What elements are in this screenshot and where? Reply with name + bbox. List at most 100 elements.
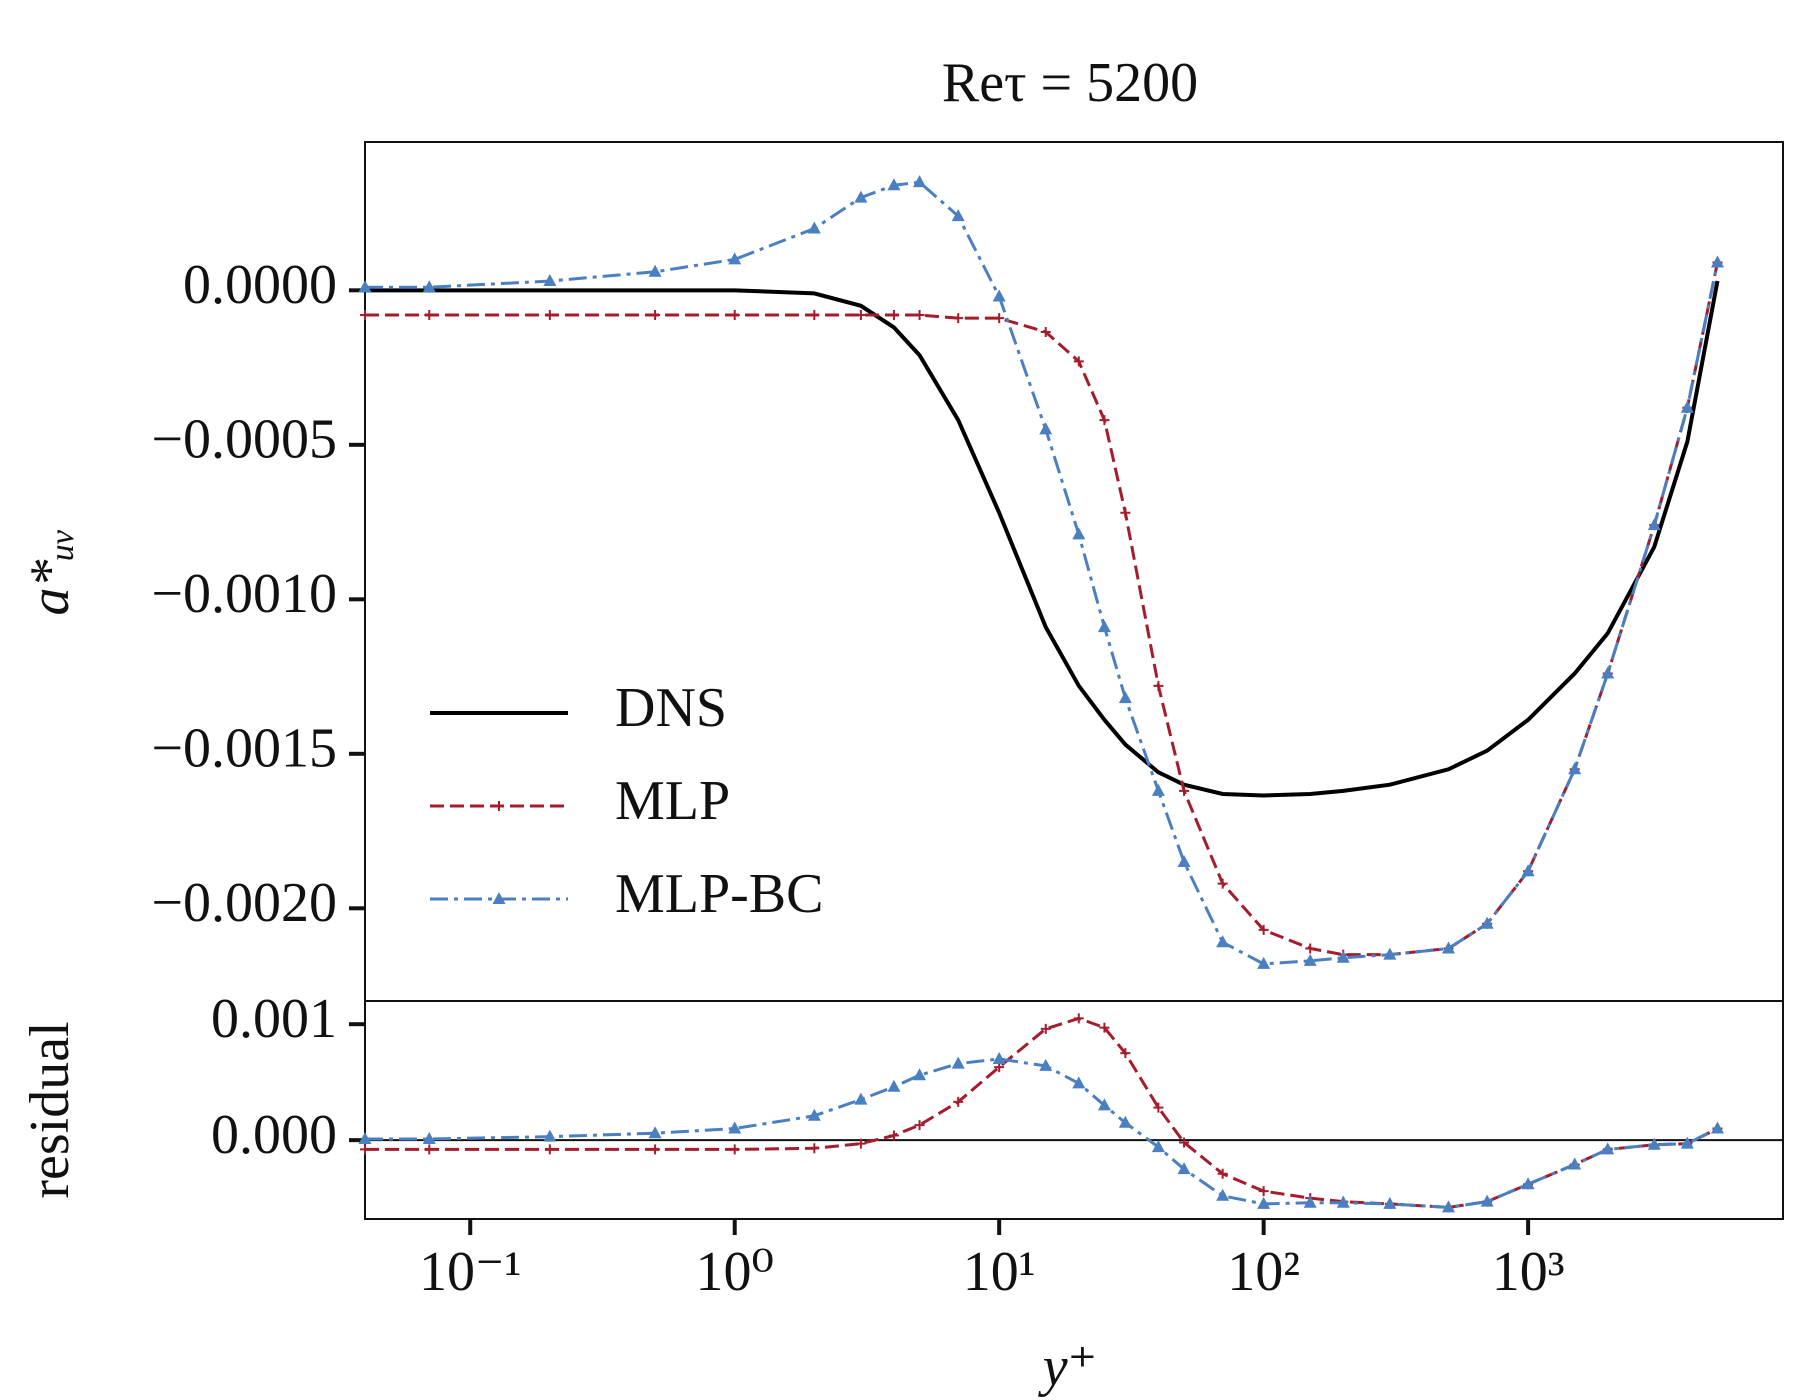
marker (809, 310, 820, 321)
marker (1099, 415, 1110, 426)
marker (1153, 680, 1164, 691)
y-tick-label: −0.0020 (151, 872, 337, 934)
marker (422, 1131, 436, 1144)
marker (1568, 1157, 1582, 1170)
marker (1072, 1076, 1086, 1089)
marker (1258, 924, 1269, 935)
marker (1040, 1023, 1051, 1034)
marker (992, 1051, 1006, 1064)
marker (1303, 953, 1317, 966)
marker (492, 892, 506, 904)
marker (1258, 1186, 1269, 1197)
y-tick-label: 0.0000 (183, 254, 337, 316)
marker (1216, 935, 1230, 948)
marker (1601, 1142, 1615, 1155)
legend-label: MLP (615, 770, 730, 832)
marker (914, 1120, 925, 1131)
marker (1153, 1102, 1164, 1113)
legend-label: DNS (615, 677, 727, 739)
marker (855, 310, 866, 321)
marker (358, 1131, 372, 1144)
marker (888, 310, 899, 321)
series-line (365, 280, 1720, 798)
marker (888, 1130, 899, 1141)
marker (1521, 864, 1535, 877)
marker (1710, 1121, 1724, 1134)
y-axis-label: a*ᵤᵥ (19, 527, 81, 615)
marker (1680, 1136, 1694, 1149)
marker (1039, 1058, 1053, 1071)
marker (543, 274, 557, 287)
x-tick-label: 10³ (1492, 1241, 1565, 1303)
marker (1710, 255, 1724, 268)
marker (913, 1068, 927, 1081)
marker (424, 1144, 435, 1155)
marker (807, 221, 821, 234)
marker (424, 310, 435, 321)
marker (1151, 783, 1165, 796)
marker (887, 1079, 901, 1092)
marker (1097, 1098, 1111, 1111)
marker (992, 289, 1006, 302)
marker (953, 313, 964, 324)
marker (422, 280, 436, 293)
series-line (365, 1057, 1719, 1209)
x-axis-label: y⁺ (1038, 1336, 1097, 1398)
marker (1336, 1195, 1350, 1208)
marker (1120, 1048, 1131, 1059)
plot-frame (364, 1000, 1784, 1220)
marker (1177, 1162, 1191, 1175)
marker (1073, 356, 1084, 367)
marker (360, 1144, 370, 1155)
marker (1441, 941, 1455, 954)
marker (807, 1108, 821, 1121)
marker (1383, 1196, 1397, 1209)
marker (1647, 518, 1661, 531)
marker (1118, 691, 1132, 704)
y-axis-label: residual (19, 1021, 81, 1198)
marker (1097, 620, 1111, 633)
marker (1647, 1137, 1661, 1150)
plot-frame (364, 141, 1784, 1002)
x-tick-label: 10⁰ (695, 1241, 773, 1303)
series-line (365, 180, 1719, 966)
marker (913, 175, 927, 188)
legend-label: MLP-BC (615, 863, 824, 925)
marker (544, 310, 555, 321)
marker (1217, 1168, 1228, 1179)
marker (1480, 916, 1494, 929)
marker (648, 1126, 662, 1139)
marker (1040, 327, 1051, 338)
y-tick-label: −0.0015 (151, 718, 337, 780)
marker (1441, 1200, 1455, 1213)
series-line (365, 262, 1719, 957)
marker (1480, 1194, 1494, 1207)
marker (1601, 666, 1615, 679)
marker (1216, 1188, 1230, 1201)
y-tick-label: −0.0005 (151, 409, 337, 471)
marker (1179, 785, 1190, 796)
y-tick-label: 0.001 (211, 988, 337, 1050)
x-tick-label: 10⁻¹ (419, 1241, 521, 1303)
marker (648, 264, 662, 277)
y-tick-label: 0.000 (211, 1104, 337, 1166)
marker (650, 1144, 661, 1155)
marker (951, 209, 965, 222)
x-tick-label: 10² (1227, 1241, 1300, 1303)
marker (854, 190, 868, 203)
marker (1151, 1140, 1165, 1153)
y-tick-label: −0.0010 (151, 563, 337, 625)
marker (1217, 878, 1228, 889)
marker (809, 1143, 820, 1154)
marker (544, 1144, 555, 1155)
marker (994, 313, 1005, 324)
marker (854, 1092, 868, 1105)
marker (1568, 762, 1582, 775)
x-tick-label: 10¹ (963, 1241, 1036, 1303)
marker (1521, 1177, 1535, 1190)
marker (887, 178, 901, 191)
marker (914, 310, 925, 321)
chart-title: Reτ = 5200 (942, 52, 1198, 114)
marker (494, 801, 504, 811)
